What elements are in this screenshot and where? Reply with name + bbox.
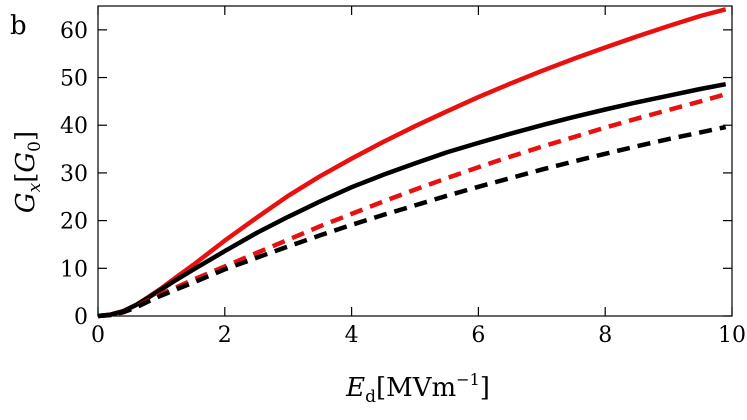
y-axis-label-open: [: [11, 173, 41, 183]
y-tick-label: 0: [74, 305, 88, 330]
x-tick-label: 10: [718, 323, 746, 348]
x-tick-label: 4: [345, 323, 359, 348]
series-layer: [97, 7, 727, 319]
x-tick-label: 2: [218, 323, 232, 348]
ticks-layer: 0 2 4 6 8 10 0 10 20 30 40 50 60: [60, 6, 746, 348]
x-tick-label: 6: [471, 323, 485, 348]
series-line-2: [97, 81, 727, 319]
y-tick-label: 50: [60, 67, 88, 92]
y-axis-label: Gx[G0]: [11, 131, 45, 213]
x-tick-label: 0: [91, 323, 105, 348]
y-tick-label: 60: [60, 19, 88, 44]
series-line-4: [97, 124, 727, 319]
x-axis-label-sup: −1: [456, 370, 480, 389]
x-axis-label-main: E: [345, 373, 365, 403]
y-tick-label: 30: [60, 162, 88, 187]
y-axis-label-sub: x: [25, 182, 45, 192]
y-tick-label: 10: [60, 257, 88, 282]
x-tick-label: 8: [598, 323, 612, 348]
x-axis-label: Ed[MVm−1]: [345, 370, 490, 407]
y-axis-label-main: G: [11, 192, 41, 213]
y-axis-label-unit-sub: 0: [25, 141, 45, 152]
panel-label: b: [10, 11, 27, 41]
x-axis-label-unit: [MVm: [376, 373, 456, 403]
y-axis-label-close: ]: [11, 131, 41, 141]
y-axis-label-unit-main: G: [11, 152, 41, 173]
y-tick-label: 40: [60, 114, 88, 139]
x-axis-label-close: ]: [480, 373, 490, 403]
plot-frame: [97, 5, 733, 317]
y-tick-label: 20: [60, 210, 88, 235]
x-axis-label-sub: d: [365, 387, 376, 407]
